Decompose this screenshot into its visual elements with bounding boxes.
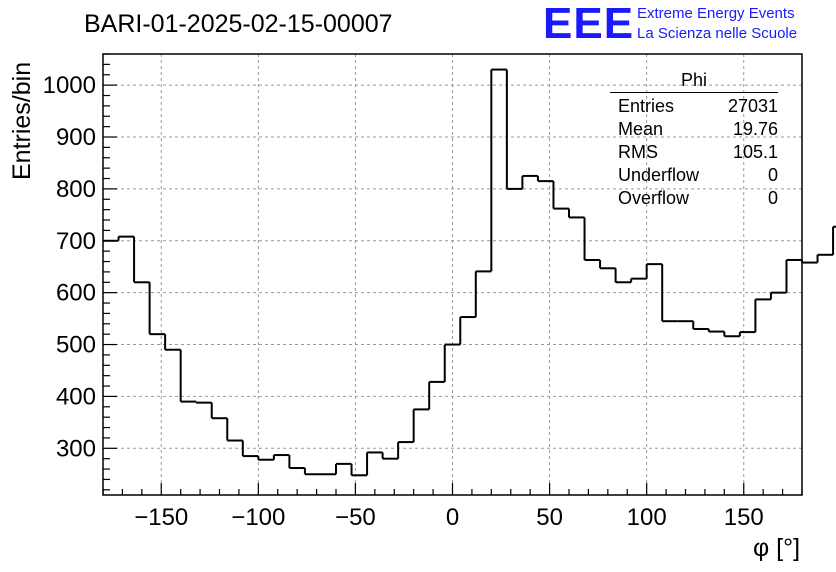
- x-tick-label: 50: [536, 504, 563, 531]
- logo-subtitle-2: La Scienza nelle Scuole: [637, 25, 798, 42]
- stats-row: Mean 19.76: [610, 118, 778, 141]
- x-tick-label: 100: [627, 504, 667, 531]
- eee-logo: EEE: [543, 0, 635, 48]
- y-tick-label: 900: [56, 124, 96, 151]
- histogram-bins: [103, 68, 836, 477]
- stats-label: Underflow: [618, 165, 700, 185]
- stats-label: RMS: [618, 142, 658, 162]
- stats-value: 0: [767, 188, 778, 208]
- x-tick-label: −50: [335, 504, 376, 531]
- chart-title: BARI-01-2025-02-15-00007: [84, 10, 393, 38]
- x-axis-ticks: −150 −100 −50 0 50 100 150: [102, 483, 803, 531]
- logo-subtitle-1: Extreme Energy Events: [637, 5, 795, 22]
- y-tick-label: 800: [56, 176, 96, 203]
- y-tick-label: 1000: [43, 72, 96, 99]
- x-axis-label: φ [°]: [753, 534, 801, 562]
- stats-value: 0: [767, 165, 778, 185]
- x-tick-label: 150: [724, 504, 764, 531]
- y-tick-label: 700: [56, 228, 96, 255]
- stats-value: 105.1: [732, 142, 778, 162]
- x-tick-label: −150: [134, 504, 188, 531]
- y-axis-label: Entries/bin: [8, 61, 36, 180]
- stats-label: Mean: [618, 119, 664, 139]
- stats-value: 27031: [727, 96, 778, 116]
- grid-lines: [103, 54, 802, 495]
- stats-value: 19.76: [732, 119, 778, 139]
- stats-row: Overflow 0: [610, 187, 778, 210]
- stats-title: Phi: [610, 70, 778, 93]
- x-tick-label: −100: [231, 504, 285, 531]
- stats-label: Entries: [618, 96, 675, 116]
- x-tick-label: 0: [446, 504, 459, 531]
- statistics-box: Phi Entries 27031 Mean 19.76 RMS 105.1 U…: [610, 70, 778, 210]
- stats-label: Overflow: [618, 188, 690, 208]
- y-tick-label: 300: [56, 435, 96, 462]
- y-tick-label: 400: [56, 383, 96, 410]
- y-axis-ticks: 300 400 500 600 700 800 900 1000: [43, 53, 117, 491]
- stats-row: RMS 105.1: [610, 141, 778, 164]
- stats-row: Entries 27031: [610, 95, 778, 118]
- y-tick-label: 600: [56, 280, 96, 307]
- stats-row: Underflow 0: [610, 164, 778, 187]
- y-tick-label: 500: [56, 332, 96, 359]
